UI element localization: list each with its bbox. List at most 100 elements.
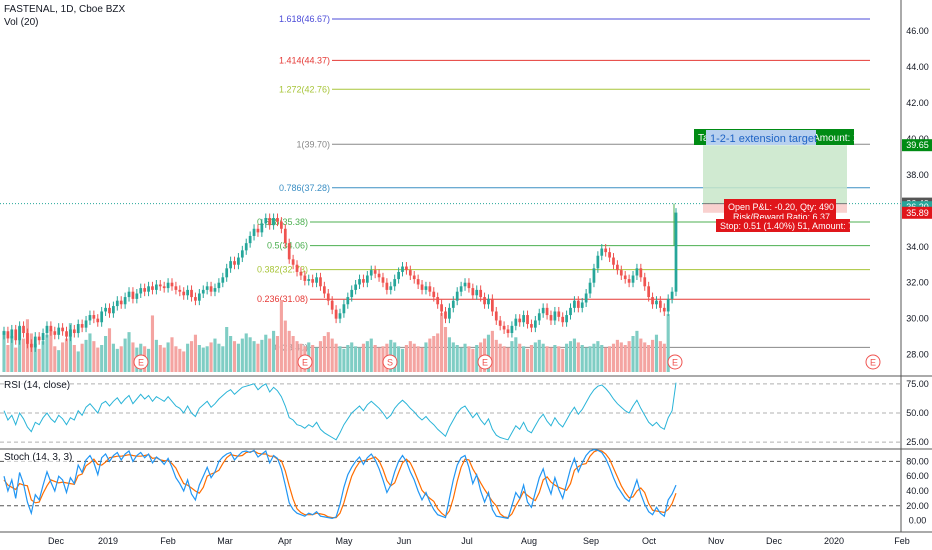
candle-body [455, 291, 459, 301]
candle-body [412, 275, 416, 280]
candle-body [115, 300, 119, 307]
candle-body [49, 325, 53, 332]
candle-body [338, 313, 342, 319]
rsi-indicator-label[interactable]: RSI (14, close) [4, 380, 71, 391]
candle-body [448, 307, 451, 319]
candle-body [354, 284, 357, 290]
candle-body [565, 315, 568, 323]
candle-body [315, 277, 318, 283]
volume-bar [18, 327, 22, 372]
volume-bar [111, 343, 115, 372]
volume-bar [57, 350, 61, 372]
volume-bar [64, 338, 69, 372]
candle-body [57, 327, 61, 335]
volume-bar [283, 320, 287, 372]
time-tick-label: Jul [461, 536, 473, 546]
volume-bar [424, 342, 428, 372]
candlestick-series [2, 208, 678, 352]
time-axis[interactable]: Dec 2019 Feb Mar Apr May Jun Jul Aug Sep Oct Nov Dec… [48, 536, 910, 546]
volume-bar [451, 342, 455, 372]
candle-body [471, 288, 475, 296]
price-badge-text: 35.89 [906, 208, 929, 218]
volume-bar [361, 343, 366, 372]
price-axis[interactable]: 25.00 50.00 75.00 0.00 20.00 40.00 60.00 80.00 2… [902, 26, 932, 526]
volume-bar [412, 343, 416, 372]
candle-body [6, 331, 10, 339]
volume-bar [506, 347, 510, 372]
candle-body [592, 268, 596, 283]
stoch-pane [0, 448, 901, 520]
stop-label: Stop: 0.51 (1.40%) 51, Amount: 750.1 [720, 221, 871, 231]
candle-body [596, 255, 600, 269]
volume-bar [182, 351, 186, 372]
volume-bar [381, 346, 385, 372]
candle-body [260, 223, 264, 233]
candle-body [96, 318, 100, 323]
earnings-marker-letter: E [482, 358, 488, 368]
volume-bar [650, 339, 655, 372]
volume-bar [553, 345, 557, 372]
volume-bar [268, 338, 272, 372]
stoch-k-line [3, 448, 677, 520]
volume-bar [471, 348, 475, 372]
volume-bar [37, 348, 41, 372]
candle-body [248, 235, 252, 244]
volume-bar [604, 347, 608, 372]
earnings-marker [477, 354, 493, 370]
stoch-indicator-label[interactable]: Stoch (14, 3, 3) [4, 452, 73, 463]
volume-bar [119, 346, 123, 372]
candle-body [217, 282, 221, 289]
candle-body [162, 286, 166, 289]
volume-bar [443, 327, 448, 372]
symbol-title[interactable]: FASTENAL, 1D, Cboe BZX [4, 4, 126, 15]
candle-body [2, 331, 6, 335]
candle-body [584, 293, 588, 303]
volume-bar [568, 341, 573, 372]
candle-body [358, 279, 361, 285]
volume-bar [647, 345, 651, 372]
volume-bar [10, 336, 14, 372]
volume-bar [350, 342, 354, 372]
earnings-marker-letter: E [672, 358, 678, 368]
volume-bar [158, 345, 162, 372]
stoch-d-line [3, 449, 677, 519]
candle-body [225, 268, 229, 278]
candle-body [518, 318, 522, 323]
candle-body [346, 297, 350, 305]
volume-indicator-label[interactable]: Vol (20) [4, 17, 39, 28]
volume-bar [162, 347, 166, 372]
candle-body [194, 297, 197, 301]
fib-level-label: 0.236(31.08) [257, 294, 308, 304]
candle-body [537, 313, 541, 321]
candle-body [651, 297, 654, 305]
volume-bar [580, 345, 584, 372]
rsi-line [3, 382, 677, 441]
volume-bar [213, 338, 217, 372]
candle-body [573, 300, 576, 308]
earnings-marker-letter: E [302, 358, 308, 368]
volume-bar [221, 346, 225, 372]
candle-body [123, 297, 127, 305]
volume-bar [131, 342, 135, 372]
risk-reward-label: Risk/Reward Ratio: 6.37 [733, 212, 830, 222]
candle-body [334, 309, 338, 319]
candle-body [479, 289, 483, 298]
candle-body [350, 289, 354, 298]
volume-bar [400, 348, 405, 372]
candle-body [369, 270, 373, 276]
volume-bar [154, 339, 158, 372]
volume-bar [455, 345, 459, 372]
candle-body [530, 324, 533, 328]
candle-body [588, 282, 592, 294]
candle-body [37, 336, 41, 341]
volume-bar [502, 346, 506, 372]
volume-bar [334, 343, 338, 372]
candle-body [362, 279, 365, 283]
candle-body [272, 217, 275, 226]
time-tick-label: Jun [397, 536, 412, 546]
candle-body [84, 320, 88, 328]
candle-body [178, 289, 182, 292]
